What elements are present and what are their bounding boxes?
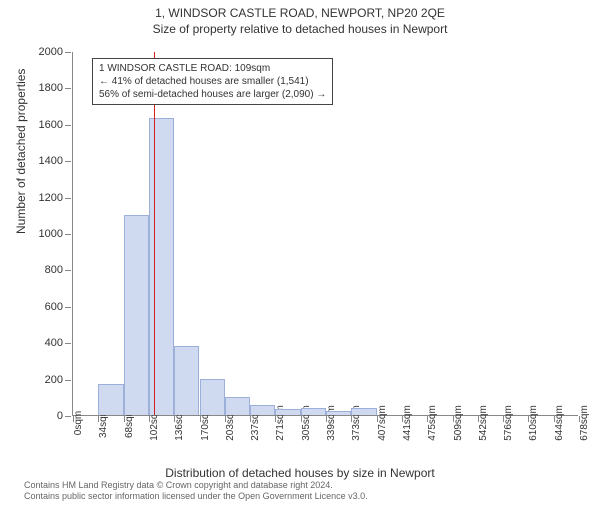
- x-tick-label: 678sqm: [579, 405, 590, 441]
- y-tick: [65, 161, 71, 162]
- y-tick: [65, 52, 71, 53]
- histogram-bar: [200, 379, 225, 415]
- y-tick-label: 1200: [39, 192, 63, 204]
- y-tick: [65, 125, 71, 126]
- histogram-bar: [250, 405, 275, 415]
- page-subtitle: Size of property relative to detached ho…: [0, 22, 600, 36]
- histogram-bar: [275, 409, 300, 415]
- histogram-chart: 02004006008001000120014001600180020000sq…: [72, 52, 578, 416]
- x-tick-label: 0sqm: [73, 411, 84, 435]
- y-tick: [65, 198, 71, 199]
- x-tick-label: 407sqm: [377, 405, 388, 441]
- info-box: 1 WINDSOR CASTLE ROAD: 109sqm ← 41% of d…: [92, 58, 333, 105]
- histogram-bar: [301, 408, 326, 415]
- histogram-bar: [149, 118, 174, 415]
- y-axis-title: Number of detached properties: [14, 69, 28, 234]
- x-tick-label: 610sqm: [528, 405, 539, 441]
- histogram-bar: [351, 408, 376, 415]
- histogram-bar: [124, 215, 149, 415]
- y-tick-label: 2000: [39, 46, 63, 58]
- histogram-bar: [326, 411, 351, 415]
- y-tick: [65, 307, 71, 308]
- histogram-bar: [225, 397, 250, 415]
- footer-line-2: Contains public sector information licen…: [24, 491, 368, 502]
- y-tick-label: 1000: [39, 228, 63, 240]
- x-tick-label: 441sqm: [402, 405, 413, 441]
- plot-area: 02004006008001000120014001600180020000sq…: [72, 52, 578, 416]
- y-tick: [65, 88, 71, 89]
- x-tick-label: 576sqm: [503, 405, 514, 441]
- y-tick: [65, 380, 71, 381]
- y-tick: [65, 416, 71, 417]
- y-tick-label: 1800: [39, 82, 63, 94]
- footer-line-1: Contains HM Land Registry data © Crown c…: [24, 480, 368, 491]
- x-axis-title: Distribution of detached houses by size …: [0, 466, 600, 480]
- y-tick-label: 200: [45, 374, 63, 386]
- y-tick-label: 800: [45, 264, 63, 276]
- y-tick-label: 0: [57, 410, 63, 422]
- info-line-2: ← 41% of detached houses are smaller (1,…: [99, 75, 326, 88]
- y-tick: [65, 343, 71, 344]
- histogram-bar: [174, 346, 199, 415]
- footer: Contains HM Land Registry data © Crown c…: [24, 480, 368, 502]
- x-tick-label: 509sqm: [453, 405, 464, 441]
- info-line-3: 56% of semi-detached houses are larger (…: [99, 88, 326, 101]
- x-tick-label: 644sqm: [554, 405, 565, 441]
- y-tick: [65, 270, 71, 271]
- marker-line: [154, 52, 155, 415]
- y-tick-label: 600: [45, 301, 63, 313]
- page-title: 1, WINDSOR CASTLE ROAD, NEWPORT, NP20 2Q…: [0, 6, 600, 20]
- y-tick: [65, 234, 71, 235]
- x-tick-label: 475sqm: [427, 405, 438, 441]
- y-tick-label: 1400: [39, 155, 63, 167]
- y-tick-label: 1600: [39, 119, 63, 131]
- x-tick-label: 542sqm: [478, 405, 489, 441]
- y-tick-label: 400: [45, 337, 63, 349]
- histogram-bar: [98, 384, 123, 415]
- info-line-1: 1 WINDSOR CASTLE ROAD: 109sqm: [99, 62, 326, 75]
